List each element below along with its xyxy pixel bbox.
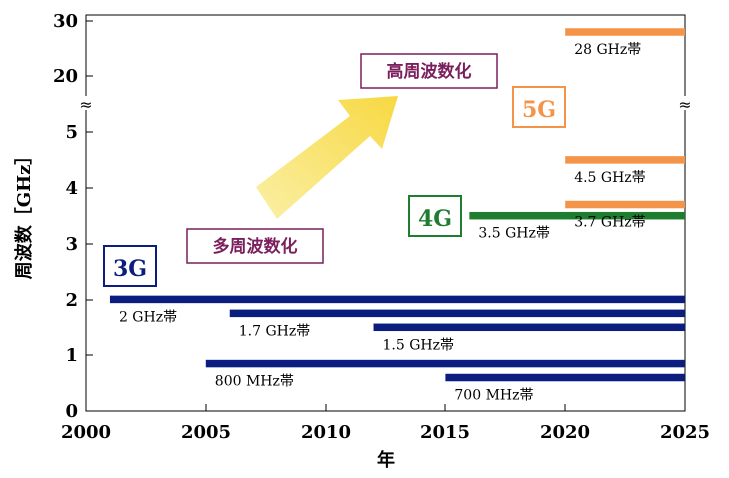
band-label-2-GHz帯: 2 GHz帯 — [119, 309, 177, 325]
y-tick-label: 4 — [65, 178, 78, 199]
band-bar-28-GHz帯 — [565, 28, 685, 36]
generation-badge-4g-label: 4G — [418, 206, 452, 232]
band-labels: 2 GHz帯 1.7 GHz帯 1.5 GHz帯 800 MHz帯 700 MHz帯 3.… — [119, 42, 646, 404]
band-bar-800-MHz帯 — [205, 359, 686, 368]
band-bar-4_5-GHz帯 — [565, 156, 685, 164]
trend-low-annotation: 多周波数化 — [186, 228, 324, 264]
x-tick-label: 2025 — [660, 422, 710, 443]
generation-badge-3g-label: 3G — [113, 256, 147, 282]
trend-high-box — [360, 53, 498, 89]
band-label-800-MHz帯: 800 MHz帯 — [215, 374, 294, 390]
trend-low-box — [186, 228, 324, 264]
axis-break-right-mark: ≈ — [678, 95, 691, 114]
y-axis-ticks: 0 1 2 3 4 5 20 30 — [53, 11, 93, 422]
x-tick-label: 2005 — [181, 422, 231, 443]
generation-badge-4g-box — [408, 195, 462, 237]
band-bars — [109, 28, 686, 382]
y-tick-label: 1 — [65, 345, 78, 366]
x-tick-label: 2000 — [61, 422, 111, 443]
trend-low-label: 多周波数化 — [213, 236, 298, 257]
trend-arrow-shape — [256, 96, 398, 219]
y-tick-label: 2 — [65, 290, 78, 311]
trend-high-annotation: 高周波数化 — [360, 53, 498, 89]
generation-badge-3g-box — [103, 245, 157, 287]
band-label-1_5-GHz帯: 1.5 GHz帯 — [383, 337, 454, 353]
band-label-28-GHz帯: 28 GHz帯 — [574, 42, 641, 58]
band-bar-3_7-GHz帯 — [565, 200, 685, 209]
y-axis-title: 周波数［GHz］ — [13, 147, 35, 280]
generation-badge-5g-label: 5G — [522, 97, 556, 123]
x-tick-label: 2015 — [420, 422, 470, 443]
x-tick-label: 2020 — [540, 422, 590, 443]
band-bar-1_7-GHz帯 — [229, 309, 685, 318]
y-tick-label: 5 — [65, 122, 78, 143]
x-axis-title: 年 — [377, 449, 395, 471]
y-tick-label: 20 — [53, 66, 78, 87]
axis-break-left: ≈ — [78, 95, 94, 114]
band-bar-1_5-GHz帯 — [373, 323, 685, 332]
axis-break-right: ≈ — [677, 95, 693, 114]
band-bar-2-GHz帯 — [109, 295, 685, 304]
x-axis-ticks: 2000 2005 2010 2015 2020 2025 — [61, 404, 710, 443]
y-tick-label: 3 — [65, 234, 78, 255]
band-label-700-MHz帯: 700 MHz帯 — [454, 388, 533, 404]
generation-badge-5g-box — [512, 86, 566, 128]
y-tick-label: 30 — [53, 11, 78, 32]
generation-badge-4g: 4G — [408, 195, 462, 237]
band-label-3_7-GHz帯: 3.7 GHz帯 — [574, 215, 645, 231]
band-bar-3_5-GHz帯 — [469, 211, 685, 220]
band-bar-700-MHz帯 — [445, 373, 685, 382]
band-label-1_7-GHz帯: 1.7 GHz帯 — [239, 323, 310, 339]
band-label-4_5-GHz帯: 4.5 GHz帯 — [574, 170, 645, 186]
axis-break-left-mark: ≈ — [79, 95, 92, 114]
trend-high-label: 高周波数化 — [387, 61, 472, 82]
x-tick-label: 2010 — [301, 422, 351, 443]
generation-badge-5g: 5G — [512, 86, 566, 128]
band-label-3_5-GHz帯: 3.5 GHz帯 — [478, 226, 549, 242]
y-tick-label: 0 — [65, 401, 78, 422]
generation-badge-3g: 3G — [103, 245, 157, 287]
